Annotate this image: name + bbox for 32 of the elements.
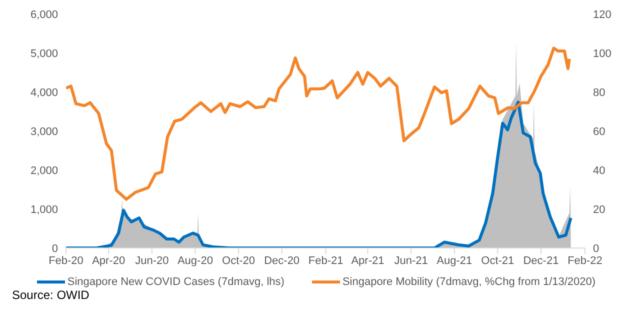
y-tick-label: 6,000	[30, 8, 58, 21]
x-tick-label: Dec-20	[264, 254, 300, 267]
line-series	[66, 100, 572, 248]
y2-tick-label: 0	[593, 242, 600, 255]
y-tick-label: 4,000	[30, 86, 58, 99]
y-tick-label: 5,000	[30, 48, 58, 60]
x-tick-label: Apr-20	[92, 254, 126, 267]
x-tick-label: Aug-21	[436, 254, 472, 267]
x-tick-label: Oct-21	[481, 254, 514, 267]
y2-tick-label: 120	[593, 8, 612, 21]
x-tick-label: Aug-20	[177, 254, 213, 267]
y-tick-label: 3,000	[30, 126, 58, 138]
line-series	[66, 46, 571, 201]
x-tick-label: Feb-22	[568, 254, 602, 267]
x-tick-label: Dec-21	[523, 254, 559, 267]
y-tick-label: 2,000	[30, 164, 58, 177]
x-tick-label: Jun-21	[394, 254, 428, 267]
x-tick-label: Feb-21	[308, 254, 344, 267]
y2-tick-label: 80	[593, 86, 606, 99]
x-tick-label: Oct-20	[222, 254, 256, 267]
y2-tick-label: 60	[593, 126, 606, 138]
y2-tick-label: 100	[593, 48, 612, 60]
y-tick-label: 0	[52, 242, 58, 255]
y2-tick-label: 20	[593, 204, 606, 216]
x-tick-label: Feb-20	[48, 254, 84, 267]
x-tick-label: Jun-20	[135, 254, 169, 267]
x-tick-label: Apr-21	[351, 254, 384, 267]
legend-label: Singapore Mobility (7dmavg, %Chg from 1/13/2020)	[341, 276, 596, 288]
y2-tick-label: 40	[593, 164, 606, 177]
y-tick-label: 1,000	[30, 204, 58, 216]
source-note: Source: OWID	[11, 288, 90, 302]
legend-label: Singapore New COVID Cases (7dmavg, lhs)	[66, 276, 284, 288]
